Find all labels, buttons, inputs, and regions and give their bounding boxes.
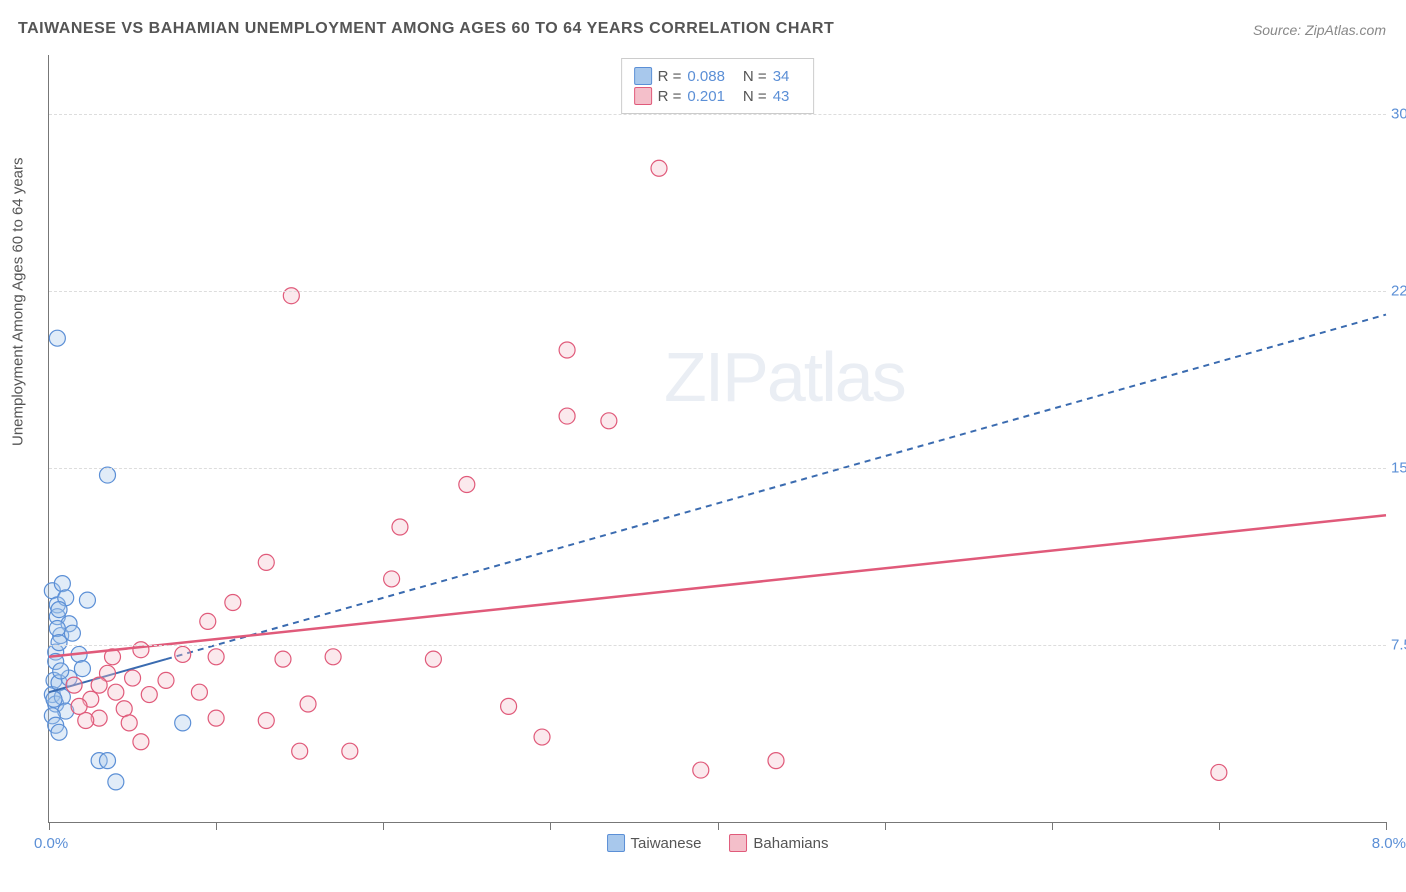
x-tick [49,822,50,830]
data-point [459,477,475,493]
data-point [651,160,667,176]
x-tick [1052,822,1053,830]
data-point [200,613,216,629]
data-point [225,595,241,611]
x-axis-max-label: 8.0% [1372,835,1406,852]
data-point [51,724,67,740]
data-point [49,330,65,346]
data-point [53,663,69,679]
x-tick [383,822,384,830]
gridline [49,291,1386,292]
data-point [91,677,107,693]
y-tick-label: 22.5% [1391,283,1406,300]
data-point [601,413,617,429]
y-tick-label: 30.0% [1391,106,1406,123]
data-point [559,342,575,358]
legend-item-bahamians: Bahamians [729,834,828,852]
data-point [54,576,70,592]
data-point [108,684,124,700]
data-point [46,691,62,707]
chart-container: TAIWANESE VS BAHAMIAN UNEMPLOYMENT AMONG… [0,0,1406,892]
legend-item-taiwanese: Taiwanese [607,834,702,852]
data-point [51,602,67,618]
legend-swatch-bahamians [729,834,747,852]
x-tick [550,822,551,830]
data-point [300,696,316,712]
data-point [258,554,274,570]
data-point [392,519,408,535]
gridline [49,114,1386,115]
data-point [1211,764,1227,780]
data-point [141,687,157,703]
y-tick-label: 15.0% [1391,460,1406,477]
data-point [108,774,124,790]
series-legend: Taiwanese Bahamians [607,834,829,852]
data-point [158,672,174,688]
data-point [425,651,441,667]
trend-line-dashed [166,315,1386,660]
data-point [64,625,80,641]
data-point [534,729,550,745]
gridline [49,468,1386,469]
data-point [325,649,341,665]
data-point [342,743,358,759]
scatter-svg [49,55,1386,822]
data-point [501,698,517,714]
data-point [49,620,65,636]
legend-swatch-taiwanese [607,834,625,852]
data-point [99,467,115,483]
data-point [175,646,191,662]
x-tick [885,822,886,830]
data-point [79,592,95,608]
data-point [133,734,149,750]
data-point [99,753,115,769]
data-point [66,677,82,693]
data-point [74,661,90,677]
source-attribution: Source: ZipAtlas.com [1253,22,1386,38]
data-point [121,715,137,731]
data-point [78,713,94,729]
data-point [384,571,400,587]
y-tick-label: 7.5% [1391,637,1406,654]
x-tick [1386,822,1387,830]
data-point [292,743,308,759]
data-point [559,408,575,424]
data-point [51,635,67,651]
data-point [71,698,87,714]
data-point [693,762,709,778]
gridline [49,645,1386,646]
y-axis-label: Unemployment Among Ages 60 to 64 years [10,157,27,446]
chart-title: TAIWANESE VS BAHAMIAN UNEMPLOYMENT AMONG… [18,20,834,38]
data-point [208,649,224,665]
x-tick [216,822,217,830]
x-tick [1219,822,1220,830]
trend-line [49,515,1386,657]
data-point [275,651,291,667]
data-point [125,670,141,686]
data-point [208,710,224,726]
x-axis-min-label: 0.0% [34,835,68,852]
x-tick [718,822,719,830]
data-point [768,753,784,769]
data-point [258,713,274,729]
data-point [191,684,207,700]
data-point [175,715,191,731]
plot-area: ZIPatlas R = 0.088 N = 34 R = 0.201 N = … [48,55,1386,823]
